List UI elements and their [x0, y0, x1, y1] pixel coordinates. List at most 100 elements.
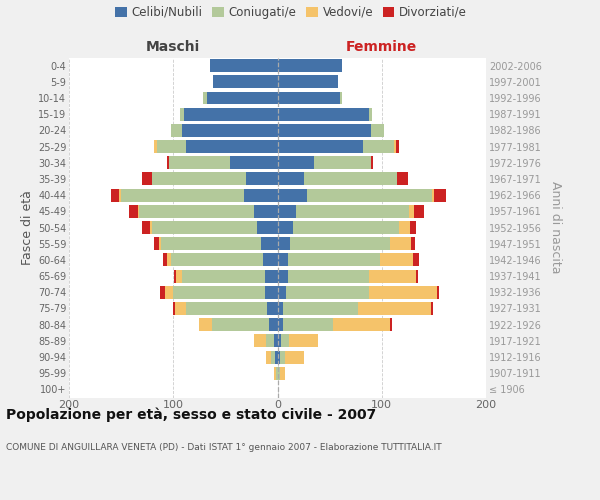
- Bar: [281, 334, 289, 347]
- Bar: [157, 140, 186, 153]
- Bar: [277, 172, 304, 186]
- Bar: [277, 108, 369, 120]
- Bar: [246, 172, 277, 186]
- Bar: [314, 156, 371, 169]
- Bar: [152, 221, 257, 234]
- Bar: [130, 205, 138, 218]
- Bar: [138, 205, 139, 218]
- Bar: [119, 188, 121, 202]
- Bar: [210, 59, 277, 72]
- Bar: [409, 205, 414, 218]
- Bar: [179, 108, 184, 120]
- Bar: [369, 286, 437, 298]
- Bar: [432, 188, 434, 202]
- Bar: [397, 172, 408, 186]
- Bar: [277, 302, 283, 315]
- Bar: [121, 188, 244, 202]
- Bar: [369, 270, 416, 282]
- Bar: [257, 221, 277, 234]
- Bar: [277, 254, 288, 266]
- Bar: [288, 270, 369, 282]
- Bar: [277, 140, 363, 153]
- Bar: [277, 286, 286, 298]
- Bar: [139, 205, 254, 218]
- Bar: [154, 140, 157, 153]
- Bar: [277, 92, 340, 104]
- Bar: [206, 92, 277, 104]
- Bar: [176, 270, 182, 282]
- Bar: [286, 286, 369, 298]
- Bar: [271, 350, 275, 364]
- Bar: [277, 156, 314, 169]
- Bar: [333, 318, 390, 331]
- Bar: [371, 124, 384, 137]
- Bar: [182, 124, 277, 137]
- Bar: [277, 318, 283, 331]
- Bar: [174, 270, 176, 282]
- Bar: [263, 254, 277, 266]
- Bar: [110, 188, 119, 202]
- Bar: [184, 108, 277, 120]
- Bar: [277, 270, 288, 282]
- Bar: [265, 270, 277, 282]
- Y-axis label: Fasce di età: Fasce di età: [20, 190, 34, 265]
- Bar: [244, 188, 277, 202]
- Bar: [161, 237, 261, 250]
- Text: Popolazione per età, sesso e stato civile - 2007: Popolazione per età, sesso e stato civil…: [6, 408, 376, 422]
- Bar: [266, 334, 274, 347]
- Bar: [413, 254, 419, 266]
- Bar: [277, 334, 281, 347]
- Bar: [175, 302, 186, 315]
- Bar: [169, 156, 230, 169]
- Bar: [277, 59, 342, 72]
- Bar: [152, 172, 246, 186]
- Text: Femmine: Femmine: [346, 40, 418, 54]
- Legend: Celibi/Nubili, Coniugati/e, Vedovi/e, Divorziati/e: Celibi/Nubili, Coniugati/e, Vedovi/e, Di…: [115, 6, 467, 19]
- Bar: [230, 156, 277, 169]
- Bar: [296, 205, 409, 218]
- Bar: [266, 350, 271, 364]
- Bar: [186, 302, 267, 315]
- Bar: [203, 92, 206, 104]
- Bar: [390, 237, 411, 250]
- Bar: [277, 188, 307, 202]
- Bar: [277, 124, 371, 137]
- Bar: [254, 334, 266, 347]
- Bar: [154, 237, 158, 250]
- Bar: [171, 254, 263, 266]
- Bar: [269, 318, 277, 331]
- Bar: [274, 334, 277, 347]
- Bar: [142, 221, 151, 234]
- Bar: [254, 205, 277, 218]
- Bar: [158, 237, 161, 250]
- Bar: [414, 205, 424, 218]
- Bar: [275, 350, 277, 364]
- Bar: [167, 156, 169, 169]
- Text: Maschi: Maschi: [146, 40, 200, 54]
- Bar: [274, 366, 277, 380]
- Bar: [142, 172, 152, 186]
- Bar: [394, 140, 397, 153]
- Bar: [307, 188, 432, 202]
- Bar: [171, 124, 182, 137]
- Bar: [277, 366, 280, 380]
- Bar: [280, 350, 285, 364]
- Bar: [397, 140, 400, 153]
- Bar: [390, 318, 392, 331]
- Bar: [212, 318, 269, 331]
- Bar: [165, 286, 173, 298]
- Bar: [400, 221, 410, 234]
- Bar: [261, 237, 277, 250]
- Bar: [358, 302, 431, 315]
- Bar: [186, 140, 277, 153]
- Bar: [267, 302, 277, 315]
- Bar: [213, 76, 277, 88]
- Bar: [173, 302, 175, 315]
- Bar: [431, 302, 433, 315]
- Bar: [151, 221, 152, 234]
- Bar: [167, 254, 171, 266]
- Bar: [371, 156, 373, 169]
- Bar: [283, 302, 358, 315]
- Bar: [277, 221, 293, 234]
- Bar: [410, 221, 416, 234]
